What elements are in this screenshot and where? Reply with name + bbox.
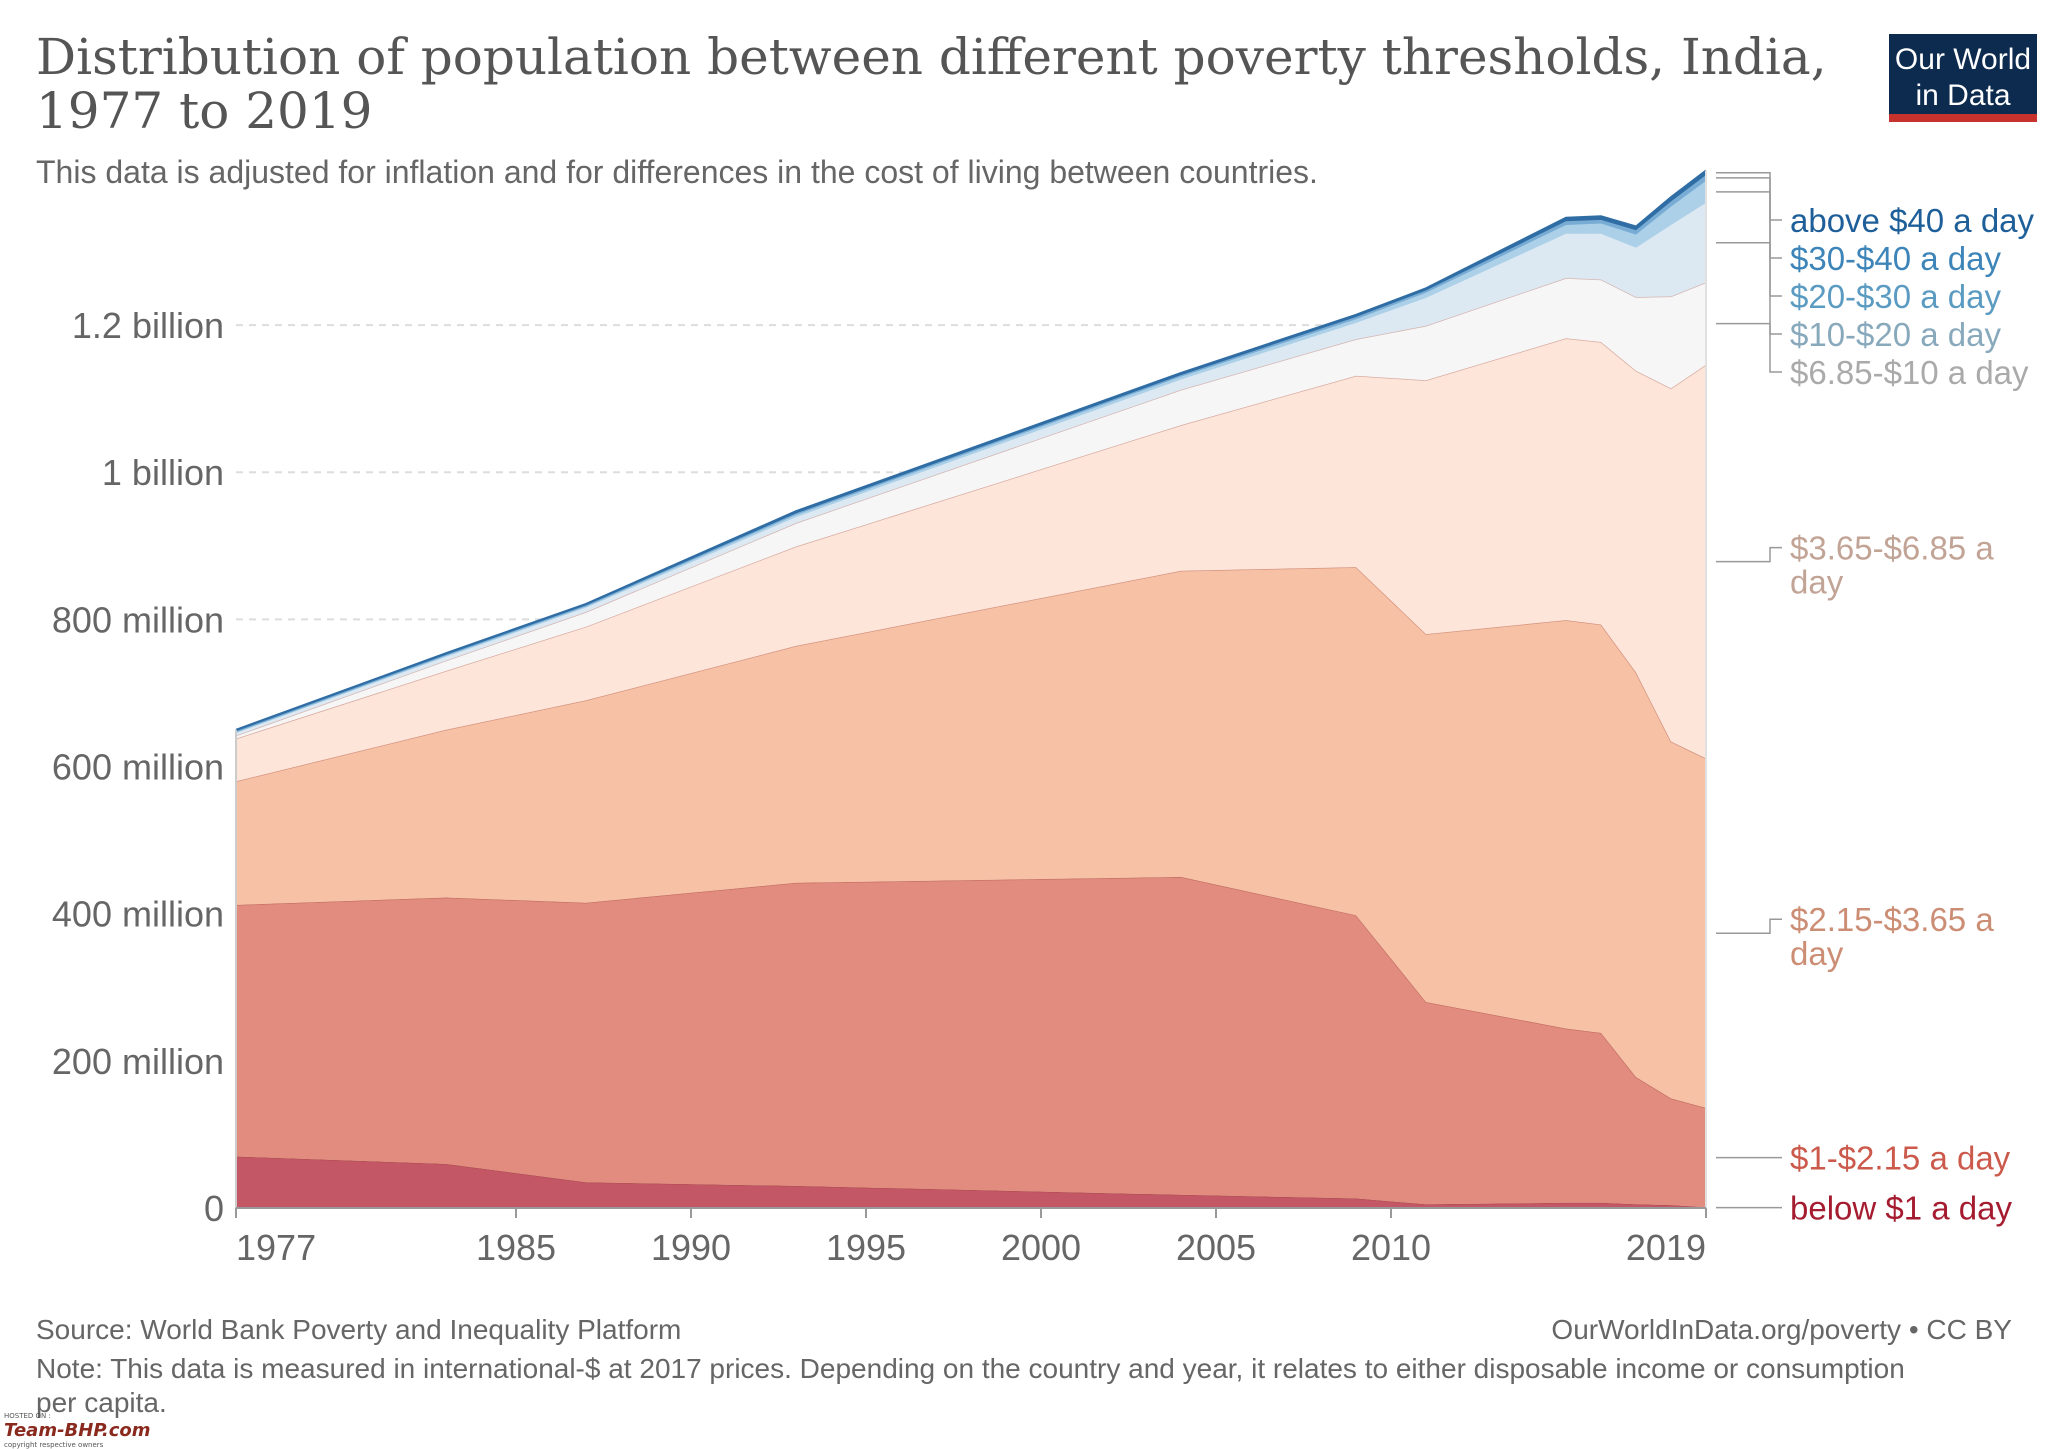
series-label-above-40-a-day: above $40 a day bbox=[1790, 202, 2035, 239]
area-6-85-10-a-day bbox=[236, 278, 1706, 739]
owid-logo[interactable]: Our World in Data bbox=[1889, 34, 2037, 122]
label-connector-above-40-a-day bbox=[1716, 172, 1782, 221]
area-below-1-a-day bbox=[236, 1156, 1706, 1208]
area-20-30-a-day bbox=[236, 180, 1706, 733]
series-label-line: day bbox=[1790, 564, 1844, 601]
logo-line-2: in Data bbox=[1915, 79, 2011, 112]
series-label-line: $3.65-$6.85 a bbox=[1790, 530, 1994, 567]
y-tick-label: 200 million bbox=[52, 1041, 224, 1082]
chart-title: Distribution of population between diffe… bbox=[36, 28, 1827, 140]
y-tick-label: 400 million bbox=[52, 894, 224, 935]
x-tick-label: 2019 bbox=[1626, 1227, 1706, 1268]
footnote: Note: This data is measured in internati… bbox=[36, 1353, 1905, 1418]
series-label-20-30-a-day: $20-$30 a day bbox=[1790, 278, 2002, 315]
series-label-30-40-a-day: $30-$40 a day bbox=[1790, 240, 2002, 277]
label-connector-3-65-6-85-a-day bbox=[1716, 546, 1782, 563]
logo-line-1: Our World bbox=[1894, 43, 2032, 76]
area-1-2-15-a-day bbox=[236, 876, 1706, 1208]
series-label-6-85-10-a-day: $6.85-$10 a day bbox=[1790, 354, 2029, 391]
series-label-2-15-3-65-a-day: $2.15-$3.65 a day bbox=[1790, 901, 1994, 972]
label-connector-6-85-10-a-day bbox=[1716, 322, 1782, 373]
source-note: Source: World Bank Poverty and Inequalit… bbox=[36, 1314, 682, 1345]
x-tick-label: 1977 bbox=[236, 1227, 316, 1268]
series-label-line: day bbox=[1790, 935, 1844, 972]
x-tick-label: 1995 bbox=[826, 1227, 906, 1268]
label-connector-10-20-a-day bbox=[1716, 241, 1782, 335]
series-label-line: $2.15-$3.65 a bbox=[1790, 901, 1994, 938]
series-label-10-20-a-day: $10-$20 a day bbox=[1790, 316, 2002, 353]
x-tick-label: 2005 bbox=[1176, 1227, 1256, 1268]
y-tick-label: 600 million bbox=[52, 747, 224, 788]
x-tick-label: 2010 bbox=[1351, 1227, 1431, 1268]
watermark-copyright: copyright respective owners bbox=[4, 1441, 104, 1449]
label-connector-20-30-a-day bbox=[1716, 191, 1782, 297]
series-label-below-1-a-day: below $1 a day bbox=[1790, 1190, 2012, 1227]
area-2-15-3-65-a-day bbox=[236, 567, 1706, 1108]
y-tick-label: 1 billion bbox=[102, 452, 224, 493]
series-label-1-2-15-a-day: $1-$2.15 a day bbox=[1790, 1140, 2011, 1177]
series-label-3-65-6-85-a-day: $3.65-$6.85 a day bbox=[1790, 530, 1994, 601]
chart-subtitle: This data is adjusted for inflation and … bbox=[36, 154, 1318, 190]
area-edge-above-40-a-day bbox=[235, 169, 1707, 731]
x-tick-label: 1985 bbox=[476, 1227, 556, 1268]
x-tick-label: 2000 bbox=[1001, 1227, 1081, 1268]
area-3-65-6-85-a-day bbox=[236, 338, 1706, 782]
y-tick-label: 0 bbox=[204, 1188, 224, 1229]
label-connector-2-15-3-65-a-day bbox=[1716, 918, 1782, 934]
y-tick-label: 1.2 billion bbox=[72, 305, 224, 346]
area-10-20-a-day bbox=[236, 202, 1706, 736]
watermark-brand: Team-BHP.com bbox=[4, 1420, 151, 1441]
license-link[interactable]: OurWorldInData.org/poverty • CC BY bbox=[1551, 1314, 2012, 1345]
y-tick-label: 800 million bbox=[52, 599, 224, 640]
watermark-hosted: HOSTED ON : bbox=[4, 1412, 51, 1420]
x-tick-label: 1990 bbox=[651, 1227, 731, 1268]
label-connector-30-40-a-day bbox=[1716, 177, 1782, 259]
watermark: HOSTED ON : Team-BHP.com copyright respe… bbox=[4, 1412, 151, 1449]
